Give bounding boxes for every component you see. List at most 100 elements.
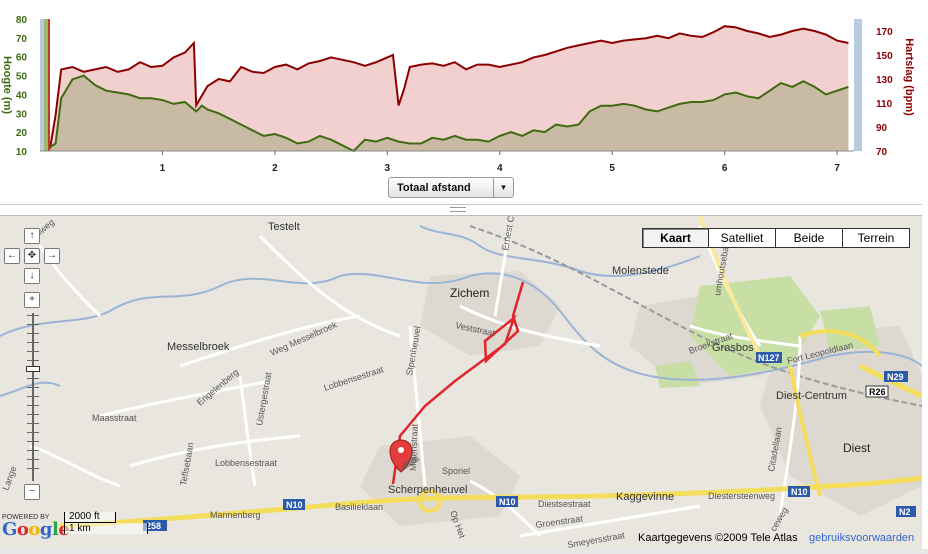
zoom-tick bbox=[27, 405, 39, 406]
x-tick-label: 4 bbox=[497, 163, 503, 174]
road-shields: N10 N10 N10 N127 N29 R26 N2 258 bbox=[143, 352, 916, 531]
street-label-ernest: Ernest Clae bbox=[500, 216, 518, 251]
street-label-maasstraat: Maasstraat bbox=[92, 413, 137, 423]
zoom-tick bbox=[27, 342, 39, 343]
zoom-tick bbox=[27, 387, 39, 388]
left-tick-label: 60 bbox=[16, 53, 28, 64]
plot-area bbox=[40, 19, 854, 151]
pan-right-button[interactable]: → bbox=[44, 248, 60, 264]
map-type-beide-button[interactable]: Beide bbox=[775, 228, 843, 248]
chevron-down-icon[interactable]: ▼ bbox=[493, 178, 513, 197]
x-tick-label: 2 bbox=[272, 163, 278, 174]
street-label-weg-messelbroek: Weg Messelbroek bbox=[269, 319, 339, 358]
left-tick-label: 20 bbox=[16, 128, 28, 139]
shield-n10-a: N10 bbox=[286, 500, 303, 510]
x-tick-label: 1 bbox=[160, 163, 166, 174]
street-label-mannenberg: Mannenberg bbox=[210, 510, 261, 520]
pan-center-button[interactable]: ✥ bbox=[24, 248, 40, 264]
built-up-areas bbox=[360, 271, 922, 526]
right-tick-label: 170 bbox=[876, 27, 893, 38]
profile-chart[interactable]: 10 20 30 40 50 60 70 80 70 90 110 130 150 170 1 2 3 4 5 6… bbox=[0, 0, 928, 206]
map-type-toggle: Kaart Satelliet Beide Terrein bbox=[642, 228, 910, 248]
map-canvas[interactable]: Testelt Zichem Molenstede Messelbroek Gr… bbox=[0, 216, 922, 549]
zoom-tick bbox=[27, 441, 39, 442]
left-axis-label: Hoogte (m) bbox=[1, 56, 13, 114]
right-axis-label: Hartslag (bpm) bbox=[903, 38, 915, 116]
street-label-molenstraat: Molenstraat bbox=[408, 423, 420, 471]
chart-panel-border bbox=[0, 204, 922, 205]
street-label-teflsebaan: Teflsebaan bbox=[178, 442, 195, 487]
left-tick-label: 10 bbox=[16, 147, 28, 158]
shield-n10-c: N10 bbox=[791, 487, 808, 497]
left-tick-label: 70 bbox=[16, 34, 28, 45]
zoom-slider[interactable] bbox=[26, 313, 40, 481]
place-label-grasbos: Grasbos bbox=[712, 342, 754, 354]
splitter-handle[interactable] bbox=[450, 207, 466, 212]
left-tick-label: 30 bbox=[16, 109, 28, 120]
rivers bbox=[0, 225, 922, 397]
zoom-tick bbox=[27, 432, 39, 433]
zoom-tick bbox=[27, 324, 39, 325]
terms-of-use-link[interactable]: gebruiksvoorwaarden bbox=[809, 532, 915, 544]
route-line[interactable] bbox=[391, 281, 525, 485]
powered-by-label: POWERED BY bbox=[2, 514, 50, 521]
street-label-diestersteenweg: Diestersteenweg bbox=[708, 491, 775, 501]
scale-km-label: 1 km bbox=[64, 523, 148, 534]
map-type-kaart-button[interactable]: Kaart bbox=[642, 228, 709, 248]
railway bbox=[469, 225, 922, 407]
zoom-out-button[interactable]: − bbox=[24, 484, 40, 500]
x-tick-label: 6 bbox=[722, 163, 728, 174]
range-start-marker[interactable] bbox=[48, 19, 50, 151]
place-label-zichem: Zichem bbox=[450, 286, 489, 300]
map-type-satelliet-button[interactable]: Satelliet bbox=[708, 228, 776, 248]
map-view[interactable]: Testelt Zichem Molenstede Messelbroek Gr… bbox=[0, 215, 922, 549]
right-scroll-bar[interactable] bbox=[854, 19, 862, 151]
zoom-tick bbox=[27, 315, 39, 316]
right-tick-label: 150 bbox=[876, 51, 893, 62]
street-label-diestsestraat: Diestsestraat bbox=[538, 499, 591, 509]
street-label-stpenheuvel: Stpenheuvel bbox=[404, 325, 423, 376]
pan-left-button[interactable]: ← bbox=[4, 248, 20, 264]
place-label-molenstede: Molenstede bbox=[612, 265, 669, 277]
left-tick-label: 50 bbox=[16, 72, 28, 83]
start-marker-icon[interactable] bbox=[389, 439, 420, 473]
pan-down-button[interactable]: ↓ bbox=[24, 268, 40, 284]
elevation-area bbox=[50, 75, 849, 151]
google-logo[interactable]: Google bbox=[2, 519, 70, 540]
x-tick-label: 7 bbox=[834, 163, 840, 174]
shield-n29: N29 bbox=[887, 372, 904, 382]
zoom-tick bbox=[27, 333, 39, 334]
left-range-marker[interactable] bbox=[44, 19, 48, 151]
zoom-in-button[interactable]: + bbox=[24, 292, 40, 308]
left-tick-label: 40 bbox=[16, 90, 28, 101]
right-tick-label: 70 bbox=[876, 147, 888, 158]
elevation-line bbox=[49, 74, 849, 153]
heart-rate-area bbox=[50, 26, 849, 152]
street-label-lange: Lange bbox=[0, 465, 18, 492]
zoom-thumb[interactable] bbox=[26, 366, 40, 372]
right-tick-label: 90 bbox=[876, 123, 888, 134]
place-label-messelbroek: Messelbroek bbox=[167, 341, 230, 353]
left-tick-label: 80 bbox=[16, 15, 28, 26]
distance-mode-select[interactable]: Totaal afstand ▼ bbox=[388, 177, 514, 198]
place-label-diest: Diest bbox=[843, 441, 871, 455]
place-label-testelt: Testelt bbox=[268, 221, 300, 233]
x-tick-label: 3 bbox=[385, 163, 391, 174]
scale-ft-label: 2000 ft bbox=[64, 512, 116, 523]
street-label-lobbensestraat: Lobbensestraat bbox=[323, 364, 386, 393]
main-roads bbox=[59, 216, 922, 529]
street-label-ceweg: ceweg bbox=[768, 505, 790, 533]
street-label-basiliek: Basiliekl​aan bbox=[335, 502, 383, 512]
shield-n127: N127 bbox=[758, 353, 780, 363]
shield-n258: 258 bbox=[146, 521, 161, 531]
zoom-tick bbox=[27, 450, 39, 451]
shield-n2: N2 bbox=[899, 507, 911, 517]
shield-r26: R26 bbox=[869, 387, 886, 397]
bottom-strip bbox=[0, 549, 928, 554]
pan-up-button[interactable]: ↑ bbox=[24, 228, 40, 244]
map-copyright: Kaartgegevens ©2009 Tele Atlas bbox=[638, 532, 798, 544]
map-type-terrein-button[interactable]: Terrein bbox=[842, 228, 910, 248]
place-label-diest-centrum: Diest-Centrum bbox=[776, 390, 847, 402]
zoom-rail bbox=[32, 313, 34, 481]
